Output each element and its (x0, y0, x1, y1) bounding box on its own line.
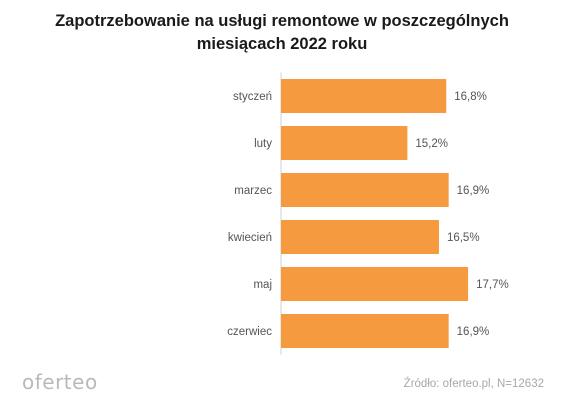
data-label: 16,5% (447, 232, 480, 244)
bar (281, 126, 408, 160)
oferteo-logo: oferteo (22, 370, 98, 394)
data-label: 16,8% (454, 91, 487, 103)
bar (281, 267, 469, 301)
category-label: czerwiec (227, 326, 272, 338)
data-label: 15,2% (415, 138, 448, 150)
category-label: luty (254, 138, 272, 150)
category-label: styczeń (233, 91, 272, 103)
bars-layer: styczeń 16,8% luty 15,2% marzec 16,9% kwiecień… (227, 72, 509, 355)
chart-title: Zapotrzebowanie na usługi remontowe w po… (55, 12, 509, 53)
bar (281, 79, 447, 113)
bar (281, 220, 439, 254)
category-label: maj (253, 279, 272, 291)
data-label: 16,9% (457, 185, 490, 197)
bar (281, 173, 449, 207)
category-label: kwiecień (228, 232, 272, 244)
data-label: 17,7% (476, 279, 509, 291)
source-note: Źródło: oferteo.pl, N=12632 (403, 378, 544, 390)
data-label: 16,9% (457, 326, 490, 338)
category-label: marzec (234, 185, 272, 197)
bar (281, 314, 449, 348)
